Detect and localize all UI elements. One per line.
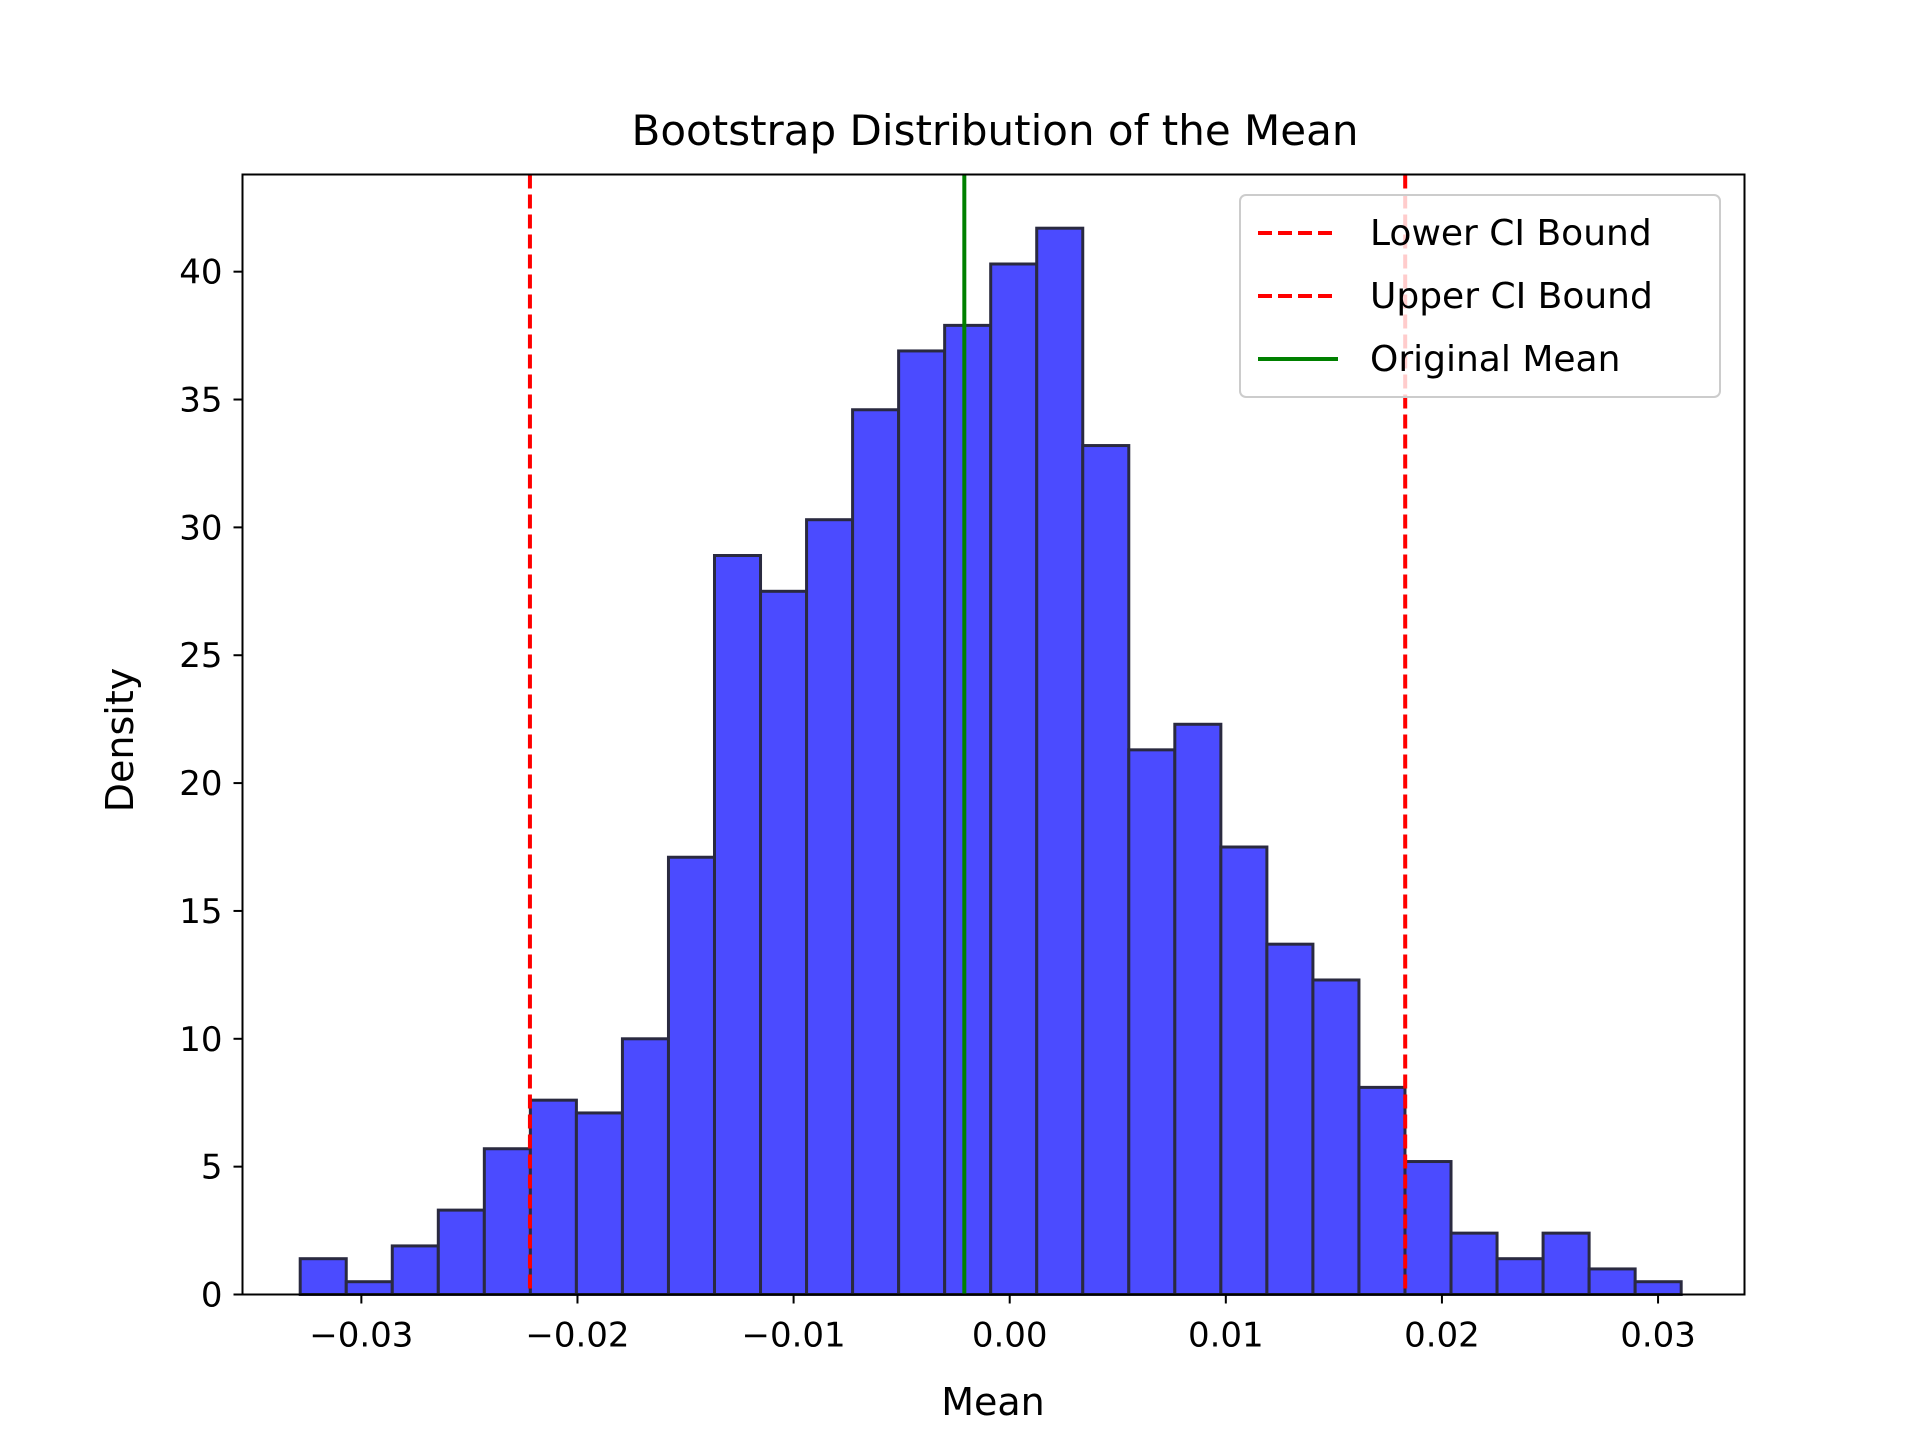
histogram-bar <box>620 1037 670 1296</box>
y-tick-label: 25 <box>179 636 222 676</box>
histogram-bar <box>1173 722 1223 1296</box>
histogram-bar <box>897 349 947 1296</box>
histogram-bar <box>1357 1085 1407 1296</box>
histogram-bar <box>1587 1267 1637 1296</box>
x-tick-label: 0.02 <box>1404 1316 1480 1356</box>
histogram-bar <box>1449 1231 1499 1296</box>
histogram-bar <box>344 1280 394 1296</box>
histogram-bar <box>851 408 901 1296</box>
y-tick-label: 15 <box>179 892 222 932</box>
histogram-bar <box>1081 444 1131 1296</box>
legend-label: Lower CI Bound <box>1370 213 1652 254</box>
histogram-bar <box>805 518 855 1296</box>
histogram-bars <box>298 226 1683 1297</box>
histogram-bar <box>712 554 763 1296</box>
y-tick-label: 5 <box>201 1148 223 1188</box>
legend: Lower CI Bound Upper CI Bound Original Mea… <box>1239 194 1721 398</box>
histogram-bar <box>1265 942 1315 1296</box>
histogram-bar <box>1035 226 1085 1297</box>
histogram-bar <box>528 1098 578 1297</box>
histogram-bar <box>436 1208 486 1297</box>
y-tick-label: 20 <box>179 764 222 804</box>
y-tick-label: 35 <box>179 381 222 421</box>
plot-frame <box>241 173 1746 1296</box>
histogram-bar <box>298 1257 348 1297</box>
y-tick-label: 30 <box>179 508 222 548</box>
histogram-bar <box>1403 1160 1453 1297</box>
histogram-bar <box>1127 748 1177 1296</box>
histogram-bar <box>482 1147 532 1296</box>
histogram-bar <box>390 1244 440 1297</box>
x-tick-label: −0.02 <box>525 1316 629 1356</box>
histogram-bar <box>989 262 1039 1297</box>
x-tick-label: 0.00 <box>972 1316 1048 1356</box>
y-tick-label: 40 <box>179 253 222 293</box>
legend-label: Upper CI Bound <box>1370 276 1653 317</box>
y-axis-label: Density <box>98 668 142 812</box>
x-tick-label: 0.03 <box>1620 1316 1696 1356</box>
histogram-bar <box>1311 978 1361 1296</box>
y-axis-ticks: 0 5 10 15 20 25 30 35 40 <box>179 253 243 1316</box>
histogram-bar <box>666 855 716 1297</box>
legend-label: Original Mean <box>1370 339 1620 380</box>
x-tick-label: −0.01 <box>741 1316 845 1356</box>
y-tick-label: 0 <box>201 1276 223 1316</box>
histogram-bar <box>574 1111 624 1297</box>
x-tick-label: −0.03 <box>309 1316 413 1356</box>
histogram-bar <box>1633 1280 1683 1296</box>
histogram-bar <box>759 589 809 1296</box>
x-axis-label: Mean <box>941 1380 1045 1424</box>
y-tick-label: 10 <box>179 1020 222 1060</box>
legend-box <box>1239 194 1721 398</box>
chart-title: Bootstrap Distribution of the Mean <box>632 106 1359 155</box>
x-axis-ticks: −0.03 −0.02 −0.01 0.00 0.01 0.02 0.03 <box>309 1294 1696 1356</box>
histogram-bar <box>1495 1257 1545 1297</box>
x-tick-label: 0.01 <box>1188 1316 1264 1356</box>
histogram-bar <box>943 323 993 1297</box>
histogram-bar <box>1219 845 1269 1296</box>
histogram-bar <box>1541 1231 1591 1296</box>
